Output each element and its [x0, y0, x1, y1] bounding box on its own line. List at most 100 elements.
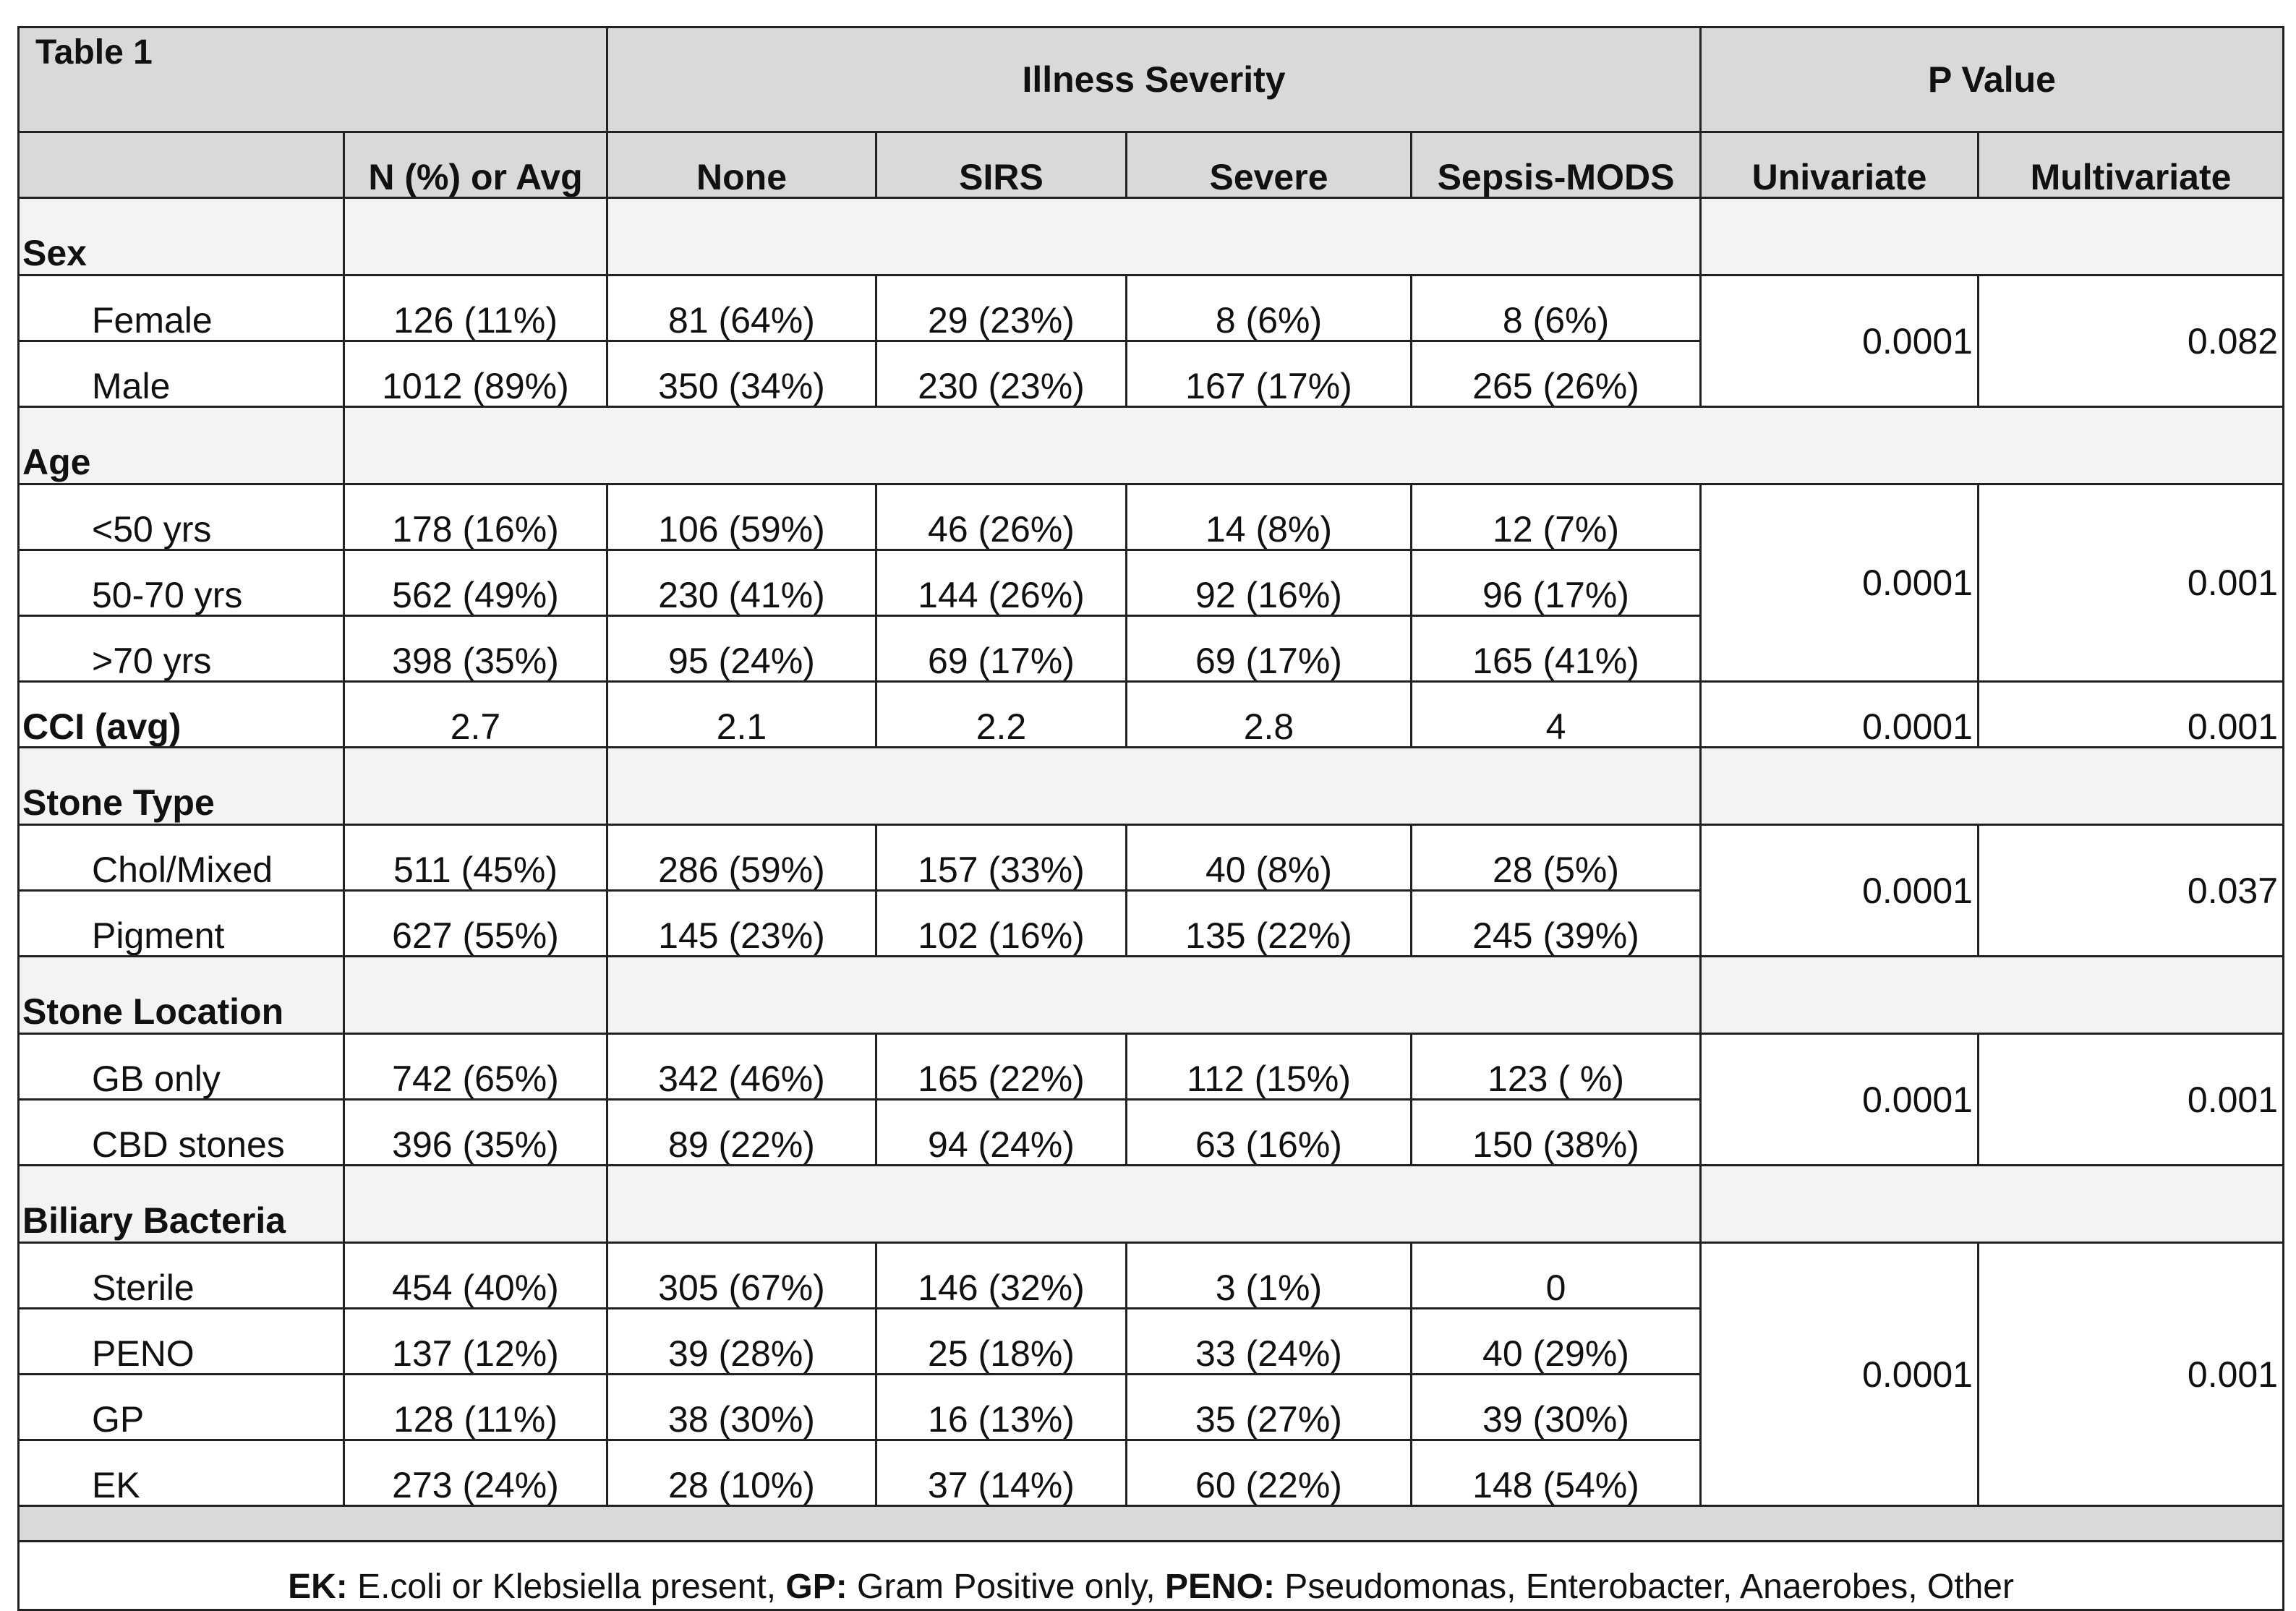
cell-sepsis: 12 (7%): [1410, 483, 1702, 551]
table-row: >70 yrs 398 (35%) 95 (24%) 69 (17%) 69 (…: [17, 615, 2284, 683]
cell-n: 1012 (89%): [343, 340, 608, 408]
p-value-header: P Value: [1699, 26, 2285, 133]
header-row-groups: Table 1 Illness Severity P Value: [17, 26, 2285, 133]
cell-n: 396 (35%): [343, 1098, 608, 1166]
table-row: GP 128 (11%) 38 (30%) 16 (13%) 35 (27%) …: [17, 1373, 2284, 1441]
table-row: Chol/Mixed 511 (45%) 286 (59%) 157 (33%)…: [17, 824, 2285, 957]
table-wrapper: Table 1 Illness Severity P Value N (%) o…: [17, 26, 2285, 1611]
empty-cell: [17, 1505, 2285, 1542]
table-row: EK 273 (24%) 28 (10%) 37 (14%) 60 (22%) …: [17, 1439, 2284, 1507]
table-row: GB only 742 (65%) 342 (46%) 165 (22%) 11…: [17, 1033, 2285, 1166]
footnote-key-peno: PENO:: [1164, 1568, 1275, 1606]
footnote-text-gp: Gram Positive only,: [847, 1568, 1165, 1606]
cell-univariate: 0.0001: [1699, 1033, 1979, 1166]
empty-cell: [343, 197, 608, 276]
col-header-severe: Severe: [1125, 131, 1412, 199]
cell-sirs: 16 (13%): [875, 1373, 1127, 1441]
row-label: EK: [17, 1439, 345, 1507]
cell-none: 95 (24%): [606, 615, 877, 683]
cell-none: 39 (28%): [606, 1307, 877, 1375]
table-row: Male 1012 (89%) 350 (34%) 230 (23%) 167 …: [17, 340, 2284, 408]
spacer-row: [17, 1505, 2285, 1542]
cell-sepsis: 150 (38%): [1410, 1098, 1702, 1166]
cell-multivariate: 0.082: [1976, 274, 2285, 408]
cell-sirs: 230 (23%): [875, 340, 1127, 408]
cell-none: 106 (59%): [606, 483, 877, 551]
cell-none: 38 (30%): [606, 1373, 877, 1441]
col-header-multivariate: Multivariate: [1976, 131, 2285, 199]
cell-sepsis: 265 (26%): [1410, 340, 1702, 408]
section-row-age: Age: [17, 406, 2285, 485]
row-label: Male: [17, 340, 345, 408]
header-row-columns: N (%) or Avg None SIRS Severe Sepsis-MOD…: [17, 131, 2285, 199]
cell-severe: 35 (27%): [1125, 1373, 1412, 1441]
table-row: PENO 137 (12%) 39 (28%) 25 (18%) 33 (24%…: [17, 1307, 2284, 1375]
cell-severe: 60 (22%): [1125, 1439, 1412, 1507]
row-label: CBD stones: [17, 1098, 345, 1166]
table-row: CBD stones 396 (35%) 89 (22%) 94 (24%) 6…: [17, 1098, 2284, 1166]
table-row: 50-70 yrs 562 (49%) 230 (41%) 144 (26%) …: [17, 549, 2284, 617]
cell-sepsis: 123 ( %): [1410, 1033, 1702, 1101]
cell-none: 2.1: [606, 680, 877, 748]
section-label: Biliary Bacteria: [17, 1164, 345, 1244]
cell-severe: 2.8: [1125, 680, 1412, 748]
cell-univariate: 0.0001: [1699, 483, 1979, 683]
col-header-sepsis: Sepsis-MODS: [1410, 131, 1702, 199]
section-label: Sex: [17, 197, 345, 276]
section-label: Stone Type: [17, 746, 345, 826]
cell-severe: 63 (16%): [1125, 1098, 1412, 1166]
cell-sirs: 69 (17%): [875, 615, 1127, 683]
cell-sirs: 102 (16%): [875, 889, 1127, 957]
table-row-cci: CCI (avg) 2.7 2.1 2.2 2.8 4 0.0001 0.001: [17, 680, 2285, 748]
cell-none: 81 (64%): [606, 274, 877, 342]
table-row: Female 126 (11%) 81 (64%) 29 (23%) 8 (6%…: [17, 274, 2285, 408]
cell-sepsis: 245 (39%): [1410, 889, 1702, 957]
section-label: Stone Location: [17, 955, 345, 1035]
col-header-none: None: [606, 131, 877, 199]
cell-none: 230 (41%): [606, 549, 877, 617]
cell-sepsis: 8 (6%): [1410, 274, 1702, 342]
table-row: Pigment 627 (55%) 145 (23%) 102 (16%) 13…: [17, 889, 2284, 957]
cell-severe: 167 (17%): [1125, 340, 1412, 408]
empty-cell: [1699, 197, 2285, 276]
empty-cell: [606, 955, 1702, 1035]
row-label: GB only: [17, 1033, 345, 1101]
footnote-text-ek: E.coli or Klebsiella present,: [347, 1568, 786, 1606]
blank-header-cell: [17, 131, 345, 199]
cell-severe: 3 (1%): [1125, 1242, 1412, 1309]
table-title: Table 1: [17, 26, 608, 133]
cell-severe: 69 (17%): [1125, 615, 1412, 683]
row-label: PENO: [17, 1307, 345, 1375]
cell-severe: 33 (24%): [1125, 1307, 1412, 1375]
cell-severe: 135 (22%): [1125, 889, 1412, 957]
empty-cell: [606, 1164, 1702, 1244]
cell-sirs: 2.2: [875, 680, 1127, 748]
empty-cell: [1699, 746, 2285, 826]
cell-n: 562 (49%): [343, 549, 608, 617]
cell-sepsis: 40 (29%): [1410, 1307, 1702, 1375]
cell-multivariate: 0.037: [1976, 824, 2285, 957]
cell-sirs: 146 (32%): [875, 1242, 1127, 1309]
empty-cell: [1699, 1164, 2285, 1244]
cell-univariate: 0.0001: [1699, 1242, 1979, 1507]
cell-sirs: 94 (24%): [875, 1098, 1127, 1166]
cell-n: 398 (35%): [343, 615, 608, 683]
cell-sirs: 165 (22%): [875, 1033, 1127, 1101]
table-row: <50 yrs 178 (16%) 106 (59%) 46 (26%) 14 …: [17, 483, 2285, 683]
section-label: Age: [17, 406, 345, 485]
col-header-n: N (%) or Avg: [343, 131, 608, 199]
cell-sirs: 25 (18%): [875, 1307, 1127, 1375]
row-label: 50-70 yrs: [17, 549, 345, 617]
illness-severity-header: Illness Severity: [606, 26, 1702, 133]
cell-sepsis: 96 (17%): [1410, 549, 1702, 617]
cell-none: 286 (59%): [606, 824, 877, 892]
empty-cell: [606, 746, 1702, 826]
col-header-univariate: Univariate: [1699, 131, 1979, 199]
footnote-key-gp: GP:: [785, 1568, 848, 1606]
cell-none: 89 (22%): [606, 1098, 877, 1166]
cell-sirs: 46 (26%): [875, 483, 1127, 551]
cell-severe: 14 (8%): [1125, 483, 1412, 551]
footnote: EK: E.coli or Klebsiella present, GP: Gr…: [17, 1540, 2285, 1611]
row-label: GP: [17, 1373, 345, 1441]
section-row-sex: Sex: [17, 197, 2285, 276]
